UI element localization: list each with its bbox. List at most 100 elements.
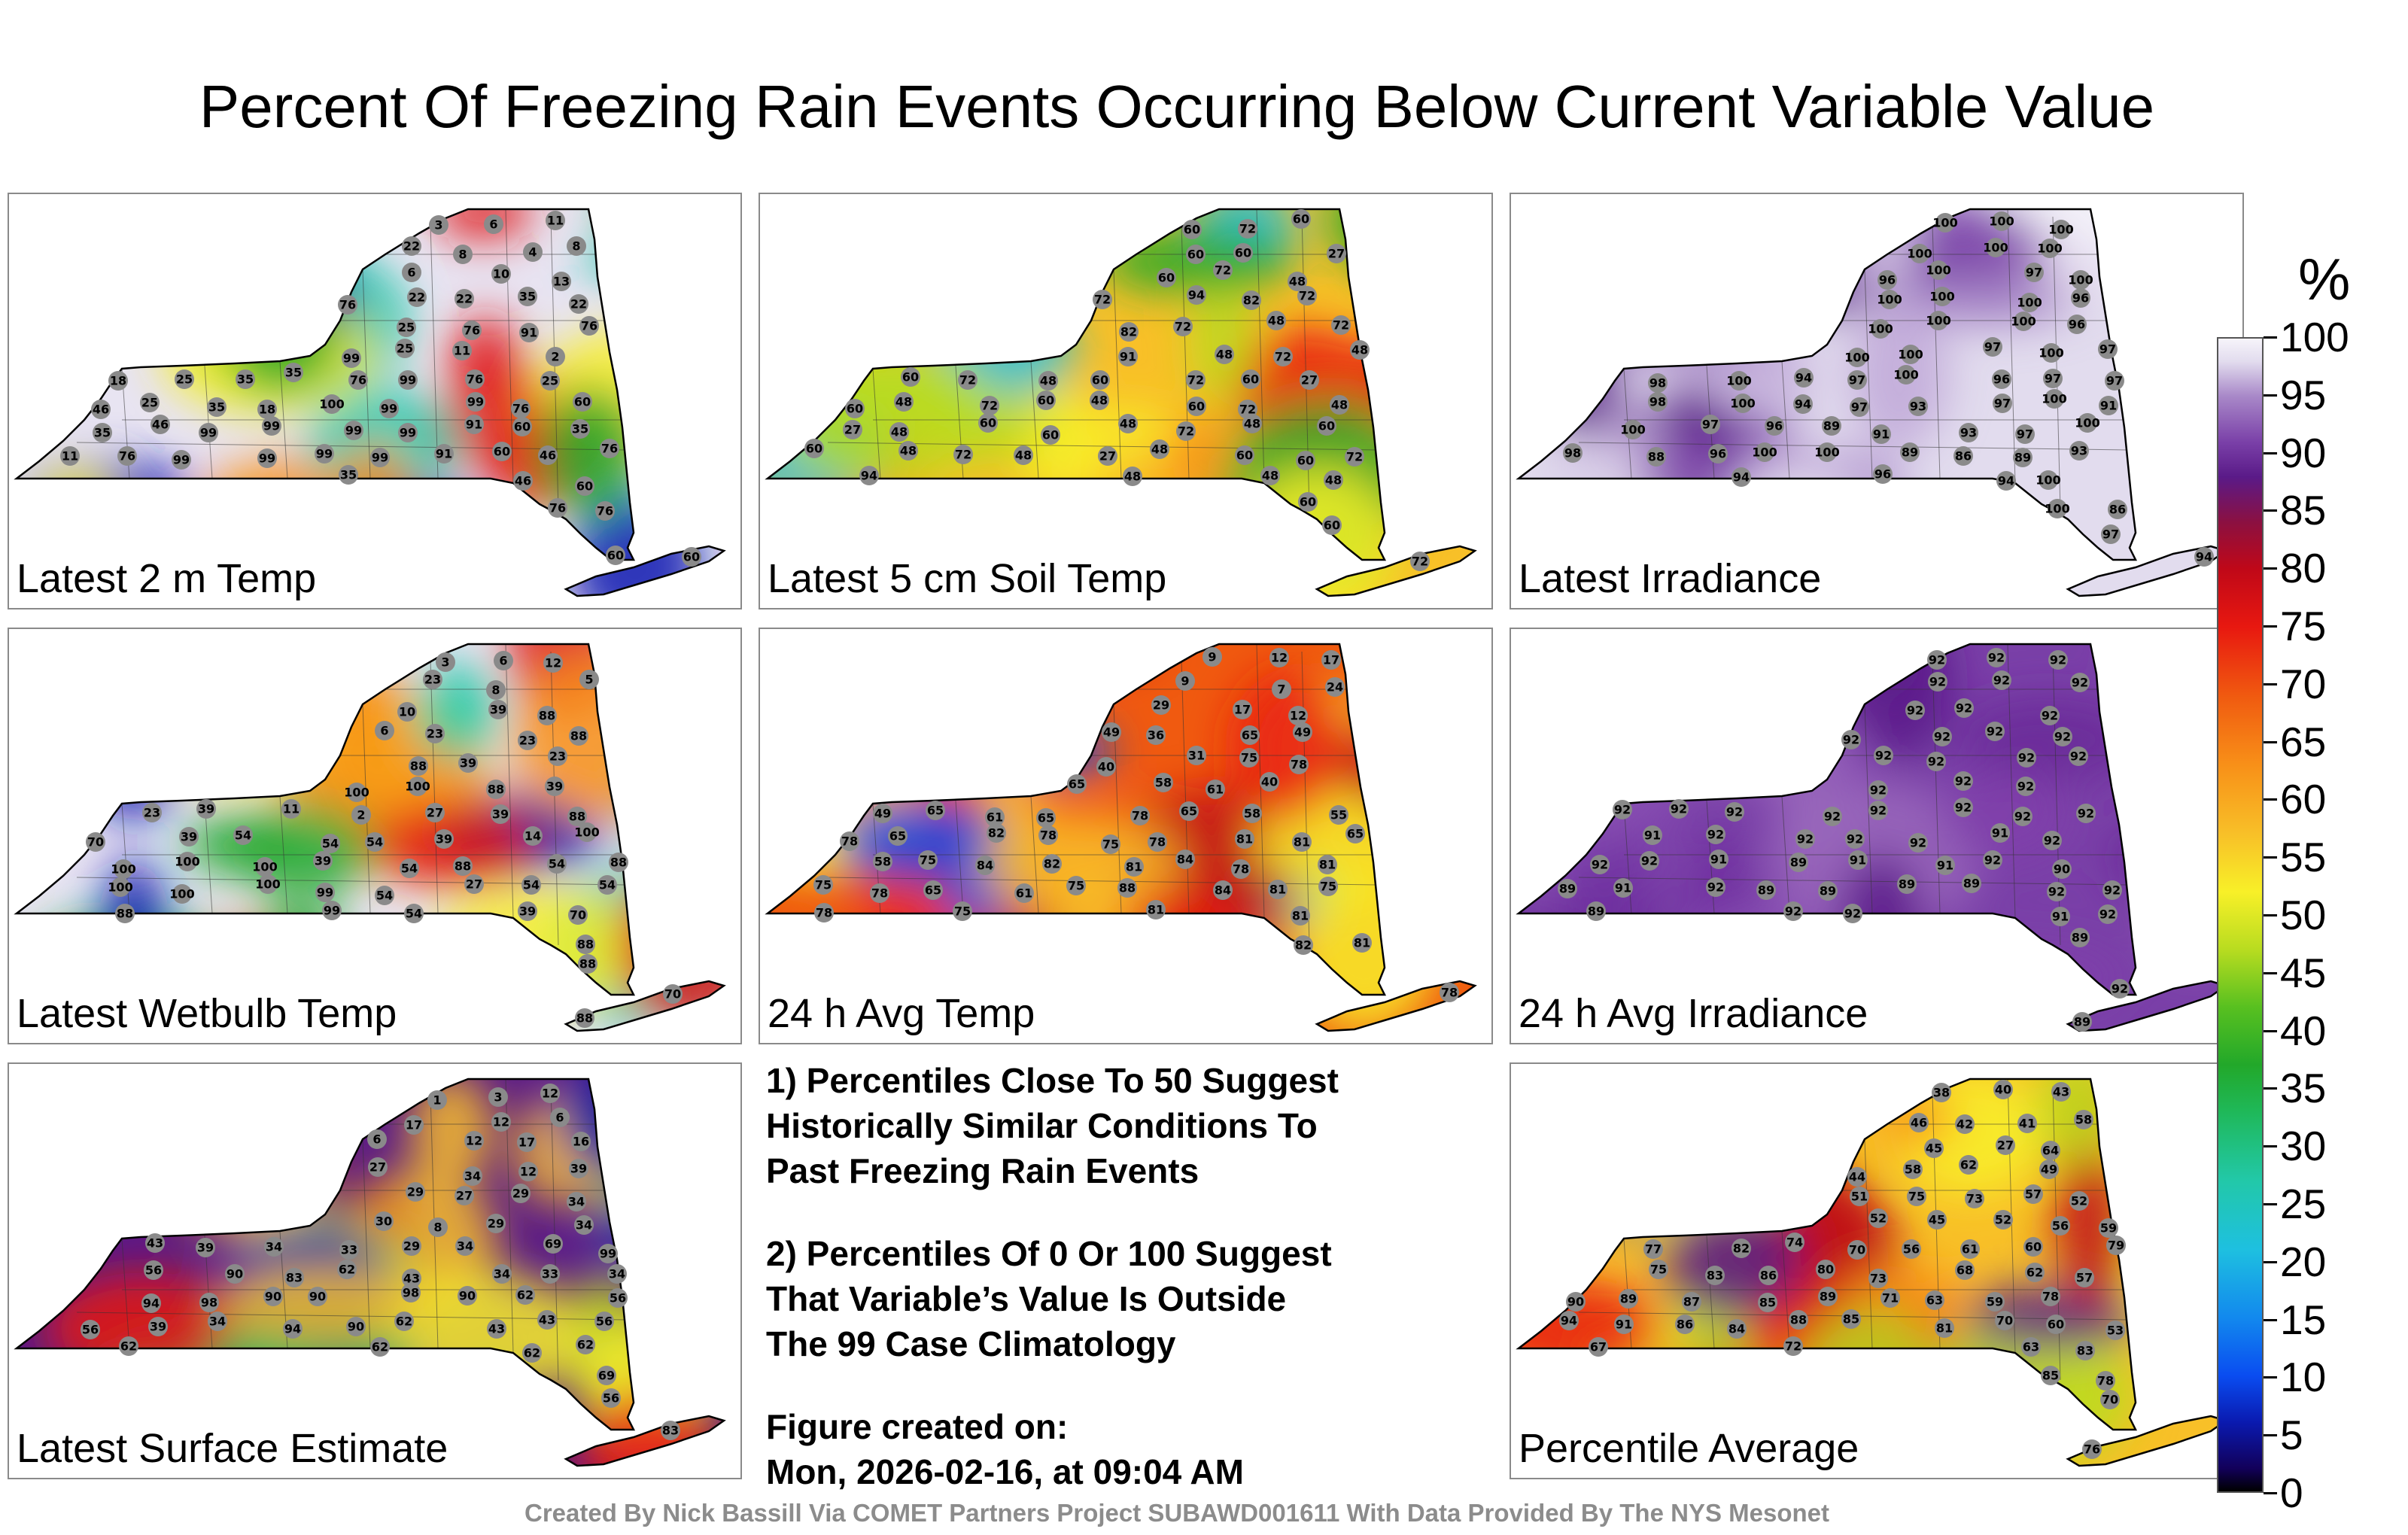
- station-value: 100: [175, 855, 199, 869]
- station-value: 12: [466, 1134, 482, 1148]
- station-marker: 97: [1993, 394, 2012, 413]
- station-value: 27: [466, 877, 482, 892]
- county-boundary: [505, 644, 514, 919]
- station-marker: 100: [1932, 213, 1958, 233]
- station-value: 12: [1271, 651, 1288, 665]
- station-marker: 92: [1841, 730, 1861, 749]
- station-marker: 13: [552, 272, 571, 291]
- station-marker: 99: [315, 883, 335, 902]
- station-dot: [898, 441, 918, 460]
- colorbar-tick-label: 100: [2280, 314, 2349, 360]
- station-dot: [1325, 677, 1345, 697]
- field-blob: [202, 926, 327, 984]
- station-value: 39: [570, 1162, 587, 1176]
- station-value: 81: [1292, 909, 1309, 923]
- station-marker: 98: [1648, 392, 1668, 412]
- station-marker: 76: [511, 399, 531, 418]
- station-dot: [568, 905, 588, 925]
- station-marker: 99: [598, 1244, 618, 1263]
- station-dot: [1927, 650, 1947, 670]
- station-marker: 92: [1954, 698, 1974, 718]
- station-dot: [1823, 807, 1842, 826]
- colorbar-unit: %: [2298, 246, 2351, 312]
- station-marker: 27: [368, 1157, 388, 1177]
- station-dot: [145, 1233, 165, 1253]
- station-dot: [196, 1238, 215, 1257]
- station-value: 88: [539, 709, 555, 723]
- station-marker: 100: [1926, 311, 1951, 330]
- station-dot: [518, 287, 537, 306]
- station-value: 54: [523, 878, 540, 892]
- county-boundary: [1578, 877, 2129, 886]
- station-marker: 22: [455, 289, 474, 309]
- station-dot: [1924, 1138, 1944, 1158]
- station-dot: [547, 854, 567, 874]
- station-dot: [2039, 1160, 2059, 1179]
- station-marker: 99: [257, 448, 277, 468]
- station-marker: 81: [1235, 829, 1254, 849]
- station-dot: [2023, 1237, 2043, 1257]
- station-marker: 61: [1960, 1239, 1980, 1259]
- station-value: 64: [2042, 1144, 2059, 1158]
- station-marker: 34: [463, 1166, 482, 1186]
- field-blob: [1519, 266, 1727, 363]
- station-marker: 48: [1123, 467, 1142, 486]
- station-value: 88: [610, 856, 627, 870]
- station-marker: 18: [257, 400, 277, 419]
- station-marker: 56: [81, 1320, 100, 1339]
- station-marker: 46: [513, 471, 533, 491]
- station-value: 34: [266, 1240, 282, 1254]
- station-marker: 3: [429, 215, 448, 235]
- station-marker: 87: [1682, 1292, 1701, 1312]
- station-dot: [1317, 416, 1336, 436]
- station-dot: [344, 421, 363, 440]
- station-marker: 76: [348, 370, 368, 390]
- station-value: 46: [515, 474, 531, 488]
- station-marker: 52: [2069, 1191, 2089, 1211]
- station-marker: 84: [1175, 850, 1195, 869]
- station-marker: 100: [2075, 413, 2100, 433]
- station-marker: 64: [2041, 1141, 2060, 1160]
- field-blob: [782, 644, 869, 735]
- station-dot: [342, 348, 361, 368]
- station-dot: [607, 1264, 627, 1284]
- field-blob: [908, 701, 1002, 757]
- station-dot: [2099, 1218, 2118, 1238]
- station-marker: 100: [344, 783, 369, 802]
- station-dot: [518, 1162, 538, 1181]
- field-blob: [1367, 317, 1475, 437]
- station-value: 46: [152, 418, 169, 432]
- station-value: 81: [1294, 835, 1310, 850]
- station-value: 94: [143, 1296, 160, 1311]
- station-marker: 53: [2105, 1321, 2125, 1340]
- station-marker: 36: [1146, 725, 1166, 745]
- station-dot: [401, 1283, 421, 1302]
- station-value: 62: [120, 1339, 137, 1354]
- colorbar-tick-label: 15: [2280, 1296, 2327, 1343]
- station-dot: [570, 419, 590, 439]
- field-blob: [1941, 771, 2070, 862]
- station-dot: [452, 341, 472, 360]
- station-dot: [1151, 695, 1171, 715]
- station-value: 60: [847, 402, 863, 416]
- station-value: 12: [493, 1115, 509, 1129]
- station-dot: [1291, 906, 1310, 926]
- station-value: 60: [1038, 394, 1054, 408]
- station-dot: [1765, 416, 1784, 436]
- station-value: 60: [607, 549, 624, 563]
- note-percentiles-0-100: 2) Percentiles Of 0 Or 100 Suggest That …: [766, 1231, 1466, 1366]
- station-value: 100: [2042, 392, 2066, 406]
- station-value: 56: [603, 1391, 619, 1406]
- station-value: 91: [2052, 910, 2069, 924]
- station-dot: [1213, 260, 1233, 280]
- station-dot: [455, 1236, 475, 1256]
- station-marker: 60: [1041, 425, 1060, 445]
- station-dot: [428, 1217, 448, 1237]
- station-dot: [1090, 370, 1110, 390]
- station-value: 54: [401, 862, 418, 876]
- station-marker: 93: [1908, 397, 1928, 416]
- station-marker: 11: [60, 446, 80, 466]
- station-marker: 48: [1215, 345, 1234, 364]
- station-marker: 72: [1410, 552, 1430, 571]
- station-value: 92: [2017, 780, 2034, 794]
